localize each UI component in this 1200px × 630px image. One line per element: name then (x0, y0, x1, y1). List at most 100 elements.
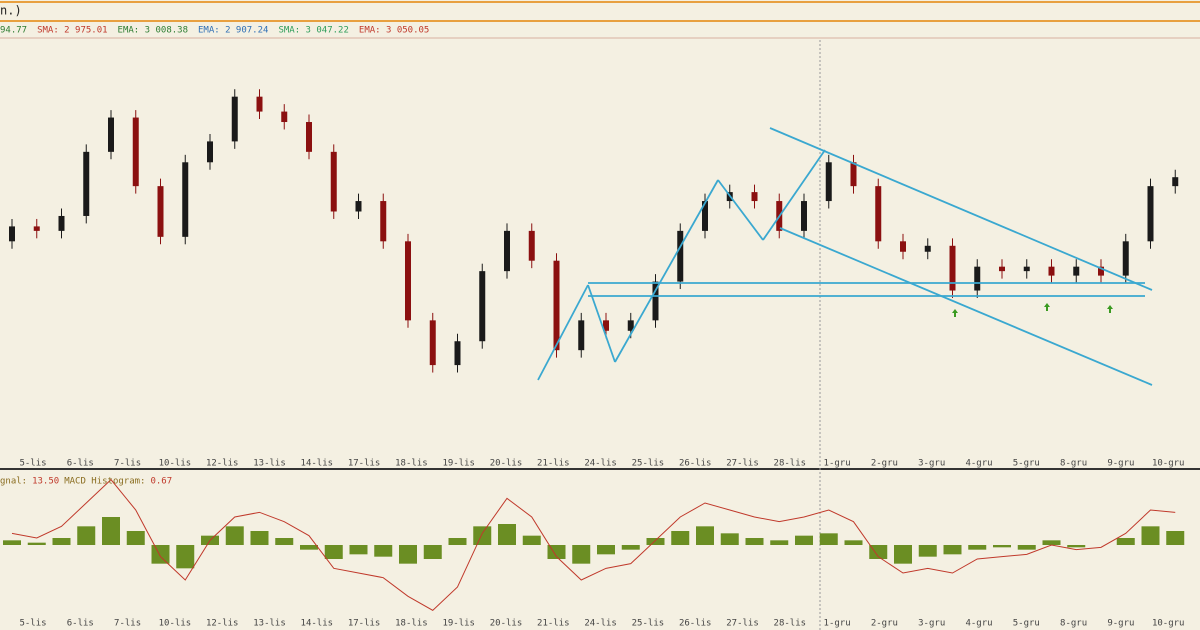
x-tick-label: 8-gru (1060, 459, 1087, 469)
macd-histogram-bar (522, 535, 541, 545)
macd-histogram-bar (918, 545, 937, 557)
marks (3, 89, 1185, 611)
trend-line (717, 179, 764, 241)
candle-body (380, 201, 387, 242)
macd-histogram-bar (126, 531, 145, 545)
x-tick-label: 5-lis (19, 619, 46, 629)
macd-histogram-bar (572, 545, 591, 564)
candle-body (924, 245, 931, 252)
x-tick-label: 28-lis (774, 459, 807, 469)
macd-histogram-bar (745, 538, 764, 545)
macd-histogram-bar (696, 526, 714, 545)
macd-histogram-bar (52, 538, 71, 545)
candle-body (875, 186, 882, 242)
macd-legend: 13.50 (32, 477, 59, 487)
x-tick-label: 4-gru (965, 459, 992, 469)
candle-body (1048, 266, 1055, 276)
x-tick-label: 18-lis (395, 459, 428, 469)
arrow (1107, 305, 1113, 313)
arrow (952, 309, 958, 317)
macd-histogram-bar (894, 545, 912, 564)
candle-body (429, 320, 436, 366)
macd-histogram-bar (1067, 545, 1086, 548)
x-tick-label: 3-gru (918, 459, 945, 469)
x-tick-label: 21-lis (537, 619, 570, 629)
macd-histogram-bar (27, 542, 46, 545)
x-tick-label: 20-lis (490, 459, 523, 469)
macd-histogram-bar (151, 545, 170, 564)
candle-body (330, 151, 337, 212)
x-tick-label: 26-lis (679, 459, 712, 469)
candle-body (949, 245, 956, 291)
macd-histogram-bar (176, 545, 195, 569)
macd-histogram-bar (1017, 545, 1036, 550)
macd-histogram-bar (547, 545, 566, 559)
candle-body (504, 230, 510, 272)
trend-line (779, 227, 1153, 386)
x-tick-label: 2-gru (871, 459, 898, 469)
macd-histogram-bar (498, 524, 516, 545)
candle-body (108, 117, 114, 152)
macd-histogram-bar (819, 533, 838, 545)
macd-legend: gnal: (0, 477, 27, 487)
x-tick-label: 10-lis (159, 619, 192, 629)
candle-body (900, 241, 906, 252)
x-tick-label: 26-lis (679, 619, 712, 629)
candle-body (1023, 266, 1030, 272)
macd-histogram-bar (423, 545, 442, 559)
candle-body (578, 320, 585, 351)
macd-histogram-bar (844, 540, 863, 545)
x-tick-label: 5-gru (1013, 619, 1040, 629)
candle-body (1172, 177, 1179, 187)
candle-body (999, 266, 1005, 272)
trend-line (537, 284, 589, 381)
macd-histogram-bar (795, 535, 813, 545)
trend-lines (537, 127, 1153, 386)
candle-body (182, 162, 189, 237)
x-tick-label: 25-lis (632, 459, 665, 469)
macd-histogram-bar (646, 538, 665, 545)
candle-body (702, 201, 708, 231)
candle-body (405, 241, 411, 321)
window-title: n.) (0, 4, 22, 18)
candle-body (58, 215, 65, 231)
macd-histogram-bar (349, 545, 368, 555)
x-tick-label: 14-lis (301, 459, 334, 469)
macd-histogram-bar (943, 545, 962, 555)
x-tick-label: 18-lis (395, 619, 428, 629)
indicator-label: EMA: 3 050.05 (359, 26, 429, 36)
x-tick-label: 24-lis (584, 619, 617, 629)
candle-body (1098, 266, 1104, 276)
candle-body (479, 271, 486, 342)
macd-line (11, 478, 1176, 611)
macd-histogram-bar (770, 540, 789, 545)
trend-line (614, 179, 719, 363)
x-tick-label: 25-lis (632, 619, 665, 629)
macd-histogram-bar (225, 526, 244, 545)
signal-arrows (952, 303, 1113, 317)
candle-body (1073, 266, 1080, 276)
macd-histogram-bar (3, 540, 21, 545)
candle-body (677, 230, 684, 282)
macd-histogram-bar (77, 526, 96, 545)
x-tick-label: 17-lis (348, 619, 381, 629)
x-tick-label: 6-lis (67, 619, 94, 629)
x-tick-label: 19-lis (442, 619, 475, 629)
macd-legend: MACD Histogram: (64, 477, 145, 487)
macd-histogram-bar (1166, 531, 1185, 545)
candle-body (974, 266, 981, 291)
candle-body (157, 186, 164, 237)
x-tick-label: 14-lis (301, 619, 334, 629)
macd-histogram-bar (993, 545, 1011, 548)
candle-body (528, 230, 535, 261)
candle-body (355, 201, 362, 212)
candle-body (652, 281, 659, 321)
candle-body (454, 341, 461, 366)
trend-line (762, 149, 826, 241)
x-tick-label: 17-lis (348, 459, 381, 469)
candle-body (801, 201, 807, 231)
indicator-label: EMA: 3 008.38 (118, 26, 188, 36)
macd-histogram-bar (597, 545, 615, 555)
macd-histogram-bar (399, 545, 417, 564)
